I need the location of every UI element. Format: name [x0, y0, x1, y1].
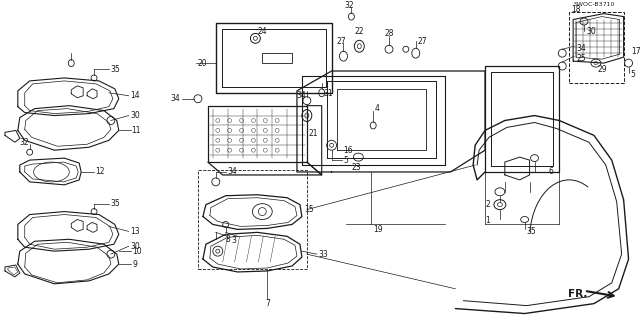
Text: 34: 34	[170, 94, 180, 103]
Text: 31: 31	[324, 89, 333, 98]
Text: 16: 16	[344, 146, 353, 155]
Text: 27: 27	[337, 37, 346, 46]
Text: 34: 34	[228, 167, 237, 176]
Text: 9: 9	[132, 260, 138, 269]
Text: 29: 29	[598, 64, 607, 74]
Text: 24: 24	[257, 27, 267, 36]
Text: 13: 13	[131, 227, 140, 236]
Text: 30: 30	[586, 27, 596, 36]
Text: FR.: FR.	[568, 289, 588, 299]
Text: 35: 35	[111, 199, 120, 208]
Text: 5: 5	[630, 70, 636, 79]
Text: SWOC-B3710: SWOC-B3710	[574, 2, 616, 7]
Text: 18: 18	[571, 5, 580, 14]
Text: 4: 4	[374, 104, 379, 113]
Text: 11: 11	[132, 126, 141, 135]
Text: 35: 35	[111, 64, 120, 74]
Text: 8: 8	[226, 235, 230, 244]
Text: 6: 6	[548, 167, 553, 176]
Text: 10: 10	[132, 247, 142, 256]
Text: 3: 3	[232, 236, 237, 245]
Bar	[569, 11, 623, 83]
Text: 33: 33	[319, 250, 328, 259]
Text: 19: 19	[373, 225, 383, 234]
Text: 27: 27	[418, 37, 428, 46]
Text: 1: 1	[485, 216, 490, 225]
Text: 2: 2	[485, 200, 490, 209]
Text: 32: 32	[20, 138, 29, 147]
Text: 28: 28	[384, 29, 394, 38]
Text: 12: 12	[95, 167, 104, 176]
Text: 30: 30	[131, 242, 140, 251]
Text: 15: 15	[304, 205, 314, 214]
Text: 25: 25	[576, 54, 586, 63]
Text: 5: 5	[344, 156, 348, 165]
Text: 34: 34	[576, 44, 586, 53]
Text: 17: 17	[632, 47, 640, 56]
Bar	[198, 170, 307, 269]
Text: 22: 22	[355, 27, 364, 36]
Text: 30: 30	[131, 111, 140, 120]
Text: 34: 34	[296, 91, 306, 100]
Text: 7: 7	[266, 299, 270, 308]
Text: 14: 14	[131, 91, 140, 100]
Text: 21: 21	[309, 129, 318, 138]
Text: 23: 23	[351, 162, 361, 172]
Text: 32: 32	[344, 1, 354, 10]
Text: 20: 20	[198, 59, 207, 68]
Text: 35: 35	[527, 227, 536, 236]
Bar	[262, 53, 292, 63]
